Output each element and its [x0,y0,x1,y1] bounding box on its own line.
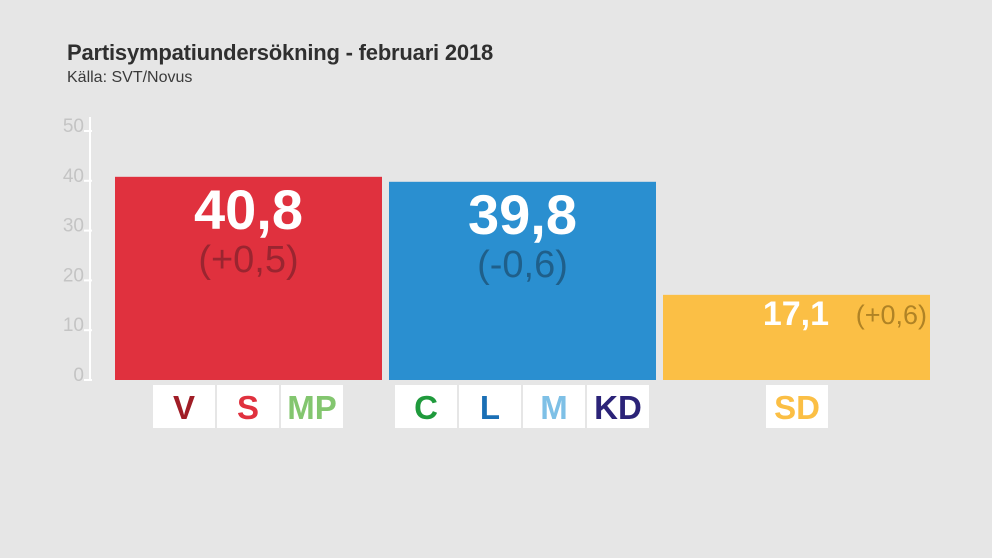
party-label-box [766,385,828,428]
party-label: SD [774,389,820,426]
party-label-box [153,385,215,428]
party-label-box [587,385,649,428]
y-tick-label: 0 [73,365,84,386]
chart-source: Källa: SVT/Novus [67,69,193,86]
chart-title: Partisympatiundersökning - februari 2018 [67,40,494,65]
bar-change-label: (+0,6) [856,300,927,330]
party-label: M [540,389,568,426]
bar-value-label: 40,8 [194,178,303,241]
party-label: MP [287,389,337,426]
party-label: V [173,389,195,426]
y-tick-label: 10 [63,315,84,336]
bar-change-label: (+0,5) [198,239,298,281]
party-label-box [523,385,585,428]
party-label: KD [594,389,642,426]
party-label-box [217,385,279,428]
y-tick-label: 30 [63,216,84,237]
bar-value-label: 17,1 [763,295,829,333]
party-label: C [414,389,438,426]
party-label-box [395,385,457,428]
y-tick-label: 40 [63,166,84,187]
bar [389,181,656,380]
party-label: L [480,389,500,426]
party-label-box [459,385,521,428]
y-tick-label: 50 [63,116,84,137]
bar-change-label: (-0,6) [477,244,568,286]
bar-value-label: 39,8 [468,183,577,246]
bar [663,294,930,380]
y-tick-label: 20 [63,265,84,286]
bar [115,176,382,380]
party-label: S [237,389,259,426]
party-label-box [281,385,343,428]
